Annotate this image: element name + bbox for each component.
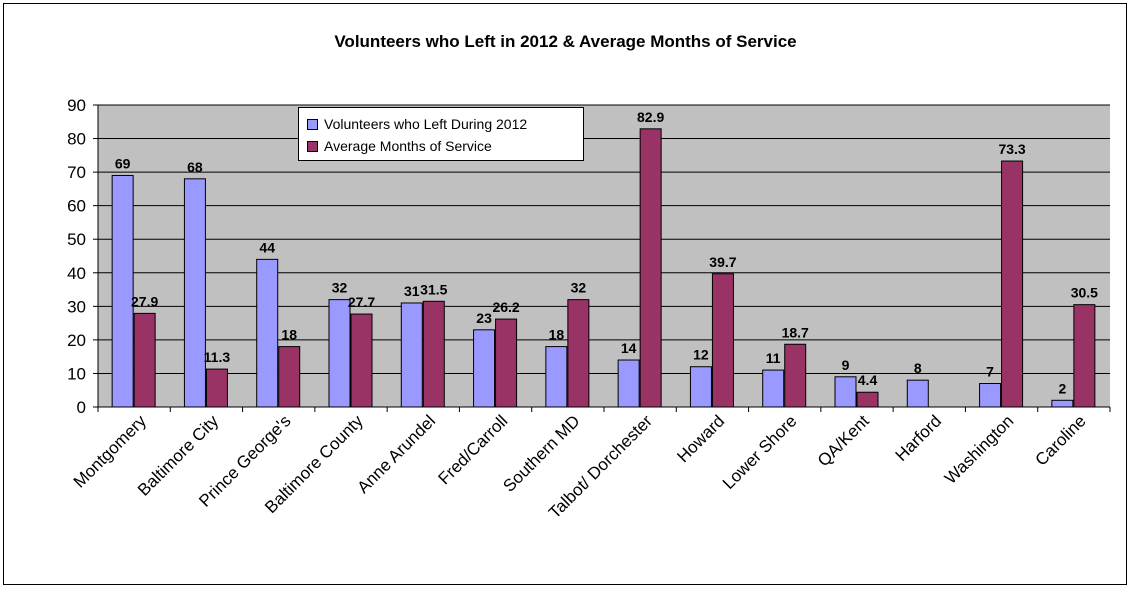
data-label: 4.4 xyxy=(858,372,878,388)
y-tick-label: 90 xyxy=(67,96,86,115)
data-label: 82.9 xyxy=(637,109,664,125)
legend-item-volunteers-left: Volunteers who Left During 2012 xyxy=(307,115,527,133)
bar-average-months-of-service-montgomery xyxy=(133,312,156,408)
y-tick-label: 70 xyxy=(67,163,86,182)
data-label: 31.5 xyxy=(420,281,447,297)
y-tick-label: 10 xyxy=(67,364,86,383)
bar-volunteers-who-left-during-2012-washington xyxy=(979,383,1002,408)
bar-average-months-of-service-caroline xyxy=(1073,304,1096,408)
data-label: 73.3 xyxy=(998,141,1025,157)
data-label: 31 xyxy=(404,283,420,299)
y-tick-label: 50 xyxy=(67,230,86,249)
legend-swatch-average-months xyxy=(307,140,318,152)
x-tick-label: Harford xyxy=(892,411,946,465)
data-label: 2 xyxy=(1058,380,1066,396)
x-tick-label: Caroline xyxy=(1031,411,1089,469)
data-label: 8 xyxy=(914,360,922,376)
bar-average-months-of-service-baltimore-city xyxy=(205,368,228,408)
bar-volunteers-who-left-during-2012-qa-kent xyxy=(834,376,857,408)
data-label: 9 xyxy=(842,357,850,373)
bar-volunteers-who-left-during-2012-montgomery xyxy=(111,174,134,408)
x-tick-label: Fred/Carroll xyxy=(435,411,512,488)
bar-average-months-of-service-howard xyxy=(711,273,734,408)
data-label: 23 xyxy=(476,310,492,326)
bar-average-months-of-service-southern-md xyxy=(567,299,590,408)
bar-average-months-of-service-washington xyxy=(1001,160,1024,408)
data-label: 7 xyxy=(986,364,994,380)
data-label: 18 xyxy=(549,327,565,343)
bar-average-months-of-service-anne-arundel xyxy=(422,300,445,408)
data-label: 68 xyxy=(187,159,203,175)
legend-item-average-months: Average Months of Service xyxy=(307,137,492,155)
data-label: 39.7 xyxy=(709,254,736,270)
bar-volunteers-who-left-during-2012-anne-arundel xyxy=(400,302,423,408)
data-label: 18.7 xyxy=(782,324,809,340)
bar-average-months-of-service-fred-carroll xyxy=(495,318,518,408)
y-tick-label: 0 xyxy=(77,398,86,417)
data-label: 27.7 xyxy=(348,294,375,310)
legend: Volunteers who Left During 2012 Average … xyxy=(298,107,584,161)
bar-average-months-of-service-baltimore-county xyxy=(350,313,373,408)
bar-volunteers-who-left-during-2012-baltimore-county xyxy=(328,299,351,408)
data-label: 12 xyxy=(693,347,709,363)
x-tick-label: QA/Kent xyxy=(814,411,873,470)
x-tick-label: Washington xyxy=(941,411,1017,487)
data-label: 27.9 xyxy=(131,293,158,309)
bar-volunteers-who-left-during-2012-baltimore-city xyxy=(183,178,206,408)
bar-volunteers-who-left-during-2012-harford xyxy=(906,379,929,408)
data-label: 32 xyxy=(571,280,587,296)
data-label: 32 xyxy=(332,280,348,296)
chart-title: Volunteers who Left in 2012 & Average Mo… xyxy=(334,32,797,51)
bar-average-months-of-service-lower-shore xyxy=(784,343,807,408)
legend-swatch-volunteers-left xyxy=(307,118,318,130)
data-label: 26.2 xyxy=(492,299,519,315)
data-label: 14 xyxy=(621,340,637,356)
x-tick-label: Montgomery xyxy=(70,411,151,492)
bar-average-months-of-service-prince-george-s xyxy=(278,346,301,408)
y-tick-label: 30 xyxy=(67,297,86,316)
bar-average-months-of-service-talbot-dorchester xyxy=(639,128,662,408)
x-tick-label: Anne Arundel xyxy=(353,411,439,497)
bar-volunteers-who-left-during-2012-caroline xyxy=(1051,399,1074,408)
bar-volunteers-who-left-during-2012-howard xyxy=(689,366,712,408)
y-tick-label: 80 xyxy=(67,130,86,149)
data-label: 11.3 xyxy=(204,349,231,365)
x-tick-label: Howard xyxy=(673,411,728,466)
y-tick-label: 40 xyxy=(67,264,86,283)
x-tick-label: Lower Shore xyxy=(719,411,801,493)
plot-area xyxy=(98,105,1110,407)
bar-volunteers-who-left-during-2012-prince-george-s xyxy=(256,258,279,408)
data-label: 11 xyxy=(766,350,781,366)
y-tick-label: 60 xyxy=(67,197,86,216)
bar-volunteers-who-left-during-2012-talbot-dorchester xyxy=(617,359,640,408)
y-tick-label: 20 xyxy=(67,331,86,350)
data-label: 44 xyxy=(259,239,275,255)
bar-average-months-of-service-qa-kent xyxy=(856,391,879,408)
legend-label-average-months: Average Months of Service xyxy=(324,138,492,154)
data-label: 30.5 xyxy=(1071,285,1098,301)
legend-label-volunteers-left: Volunteers who Left During 2012 xyxy=(324,116,528,132)
bar-volunteers-who-left-during-2012-lower-shore xyxy=(762,369,785,408)
data-label: 18 xyxy=(281,327,297,343)
bar-volunteers-who-left-during-2012-southern-md xyxy=(545,346,568,408)
bar-volunteers-who-left-during-2012-fred-carroll xyxy=(473,329,496,408)
data-label: 69 xyxy=(115,155,131,171)
